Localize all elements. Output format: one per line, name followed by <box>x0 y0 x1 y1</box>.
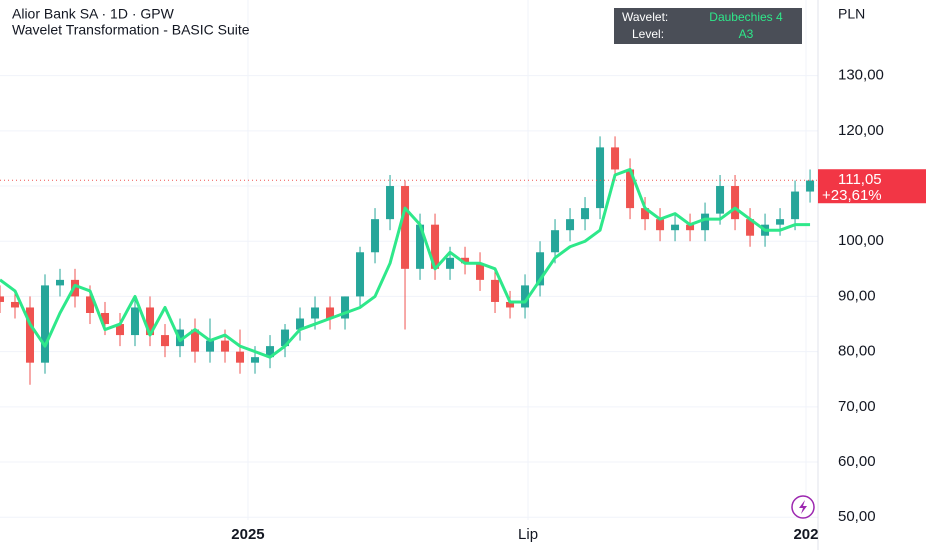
candle-body <box>386 186 395 220</box>
candle-body <box>26 307 35 363</box>
candle-body <box>11 301 20 308</box>
currency: PLN <box>838 6 865 22</box>
candle-body <box>0 296 4 302</box>
candle-body <box>641 208 650 220</box>
candle-body <box>461 257 470 264</box>
candle-body <box>191 329 200 352</box>
candle-body <box>746 219 755 236</box>
y-tick-label: 70,00 <box>838 398 876 415</box>
candle-body <box>596 147 605 209</box>
y-tick-label: 80,00 <box>838 343 876 360</box>
candle-body <box>491 279 500 302</box>
change: +23,61% <box>822 187 882 204</box>
candle-body <box>626 169 635 209</box>
candle-body <box>146 307 155 336</box>
candle-body <box>566 219 575 231</box>
candle-body <box>686 224 695 231</box>
candle-body <box>281 329 290 347</box>
candle-body <box>401 186 410 269</box>
x-tick-label: 2025 <box>231 526 264 543</box>
info-label: Level: <box>632 27 664 41</box>
candle-body <box>731 186 740 220</box>
x-tick-label: 202 <box>793 526 818 543</box>
candle-body <box>206 340 215 352</box>
candle-body <box>776 219 785 225</box>
chart-subtitle: Wavelet Transformation - BASIC Suite <box>12 22 250 38</box>
candle-body <box>656 219 665 231</box>
candle-body <box>41 285 50 363</box>
y-tick-label: 90,00 <box>838 287 876 304</box>
x-tick-label: Lip <box>518 526 538 543</box>
candle-body <box>581 208 590 220</box>
last-price: 111,05 <box>838 171 882 188</box>
candle-body <box>116 324 125 336</box>
candle-body <box>716 186 725 214</box>
candle-body <box>131 307 140 336</box>
y-tick-label: 60,00 <box>838 453 876 470</box>
info-value: A3 <box>739 27 754 41</box>
candle-body <box>806 180 815 192</box>
candle-body <box>56 279 65 286</box>
candle-body <box>536 252 545 286</box>
candle-body <box>551 230 560 253</box>
candle-body <box>341 296 350 319</box>
info-value: Daubechies 4 <box>709 10 783 24</box>
y-tick-label: 130,00 <box>838 67 884 84</box>
candle-body <box>311 307 320 319</box>
candle-body <box>236 351 245 363</box>
y-tick-label: 50,00 <box>838 508 876 525</box>
last-price-badge <box>818 169 926 204</box>
candle-body <box>446 257 455 269</box>
info-label: Wavelet: <box>622 10 668 24</box>
candle-body <box>671 224 680 231</box>
candle-body <box>431 224 440 269</box>
candle-body <box>476 263 485 280</box>
candle-body <box>356 252 365 297</box>
candle-body <box>506 301 515 308</box>
candle-body <box>161 335 170 347</box>
wavelet-line <box>0 167 811 359</box>
candle-body <box>221 340 230 352</box>
candle-body <box>521 285 530 308</box>
chart-title: Alior Bank SA · 1D · GPW <box>12 6 175 22</box>
candle-body <box>101 312 110 325</box>
candle-body <box>251 357 260 363</box>
y-tick-label: 100,00 <box>838 232 884 249</box>
y-tick-label: 120,00 <box>838 122 884 139</box>
candle-body <box>86 296 95 313</box>
candle-body <box>326 307 335 319</box>
candle-body <box>611 147 620 170</box>
candle-body <box>266 346 275 358</box>
candle-body <box>371 219 380 253</box>
candle-body <box>416 224 425 269</box>
candle-body <box>296 318 305 330</box>
lightning-glyph <box>799 500 807 514</box>
candle-body <box>791 191 800 220</box>
candle-body <box>701 213 710 231</box>
info-box <box>614 8 802 44</box>
